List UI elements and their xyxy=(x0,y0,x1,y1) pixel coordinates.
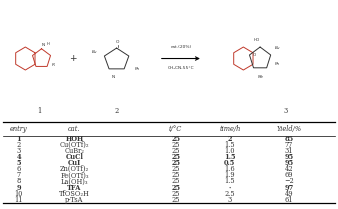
Text: HO: HO xyxy=(254,38,260,42)
Text: 25: 25 xyxy=(171,171,180,179)
Text: t/°C: t/°C xyxy=(169,125,183,133)
Text: Fe(OTf)₃: Fe(OTf)₃ xyxy=(60,171,89,179)
Text: 97: 97 xyxy=(284,184,294,191)
Text: HOH: HOH xyxy=(65,135,83,143)
Text: 7: 7 xyxy=(17,171,21,179)
Text: 85: 85 xyxy=(285,135,293,143)
Text: Cu(OTf)₂: Cu(OTf)₂ xyxy=(59,141,89,149)
Text: N: N xyxy=(41,43,45,47)
Text: Ph: Ph xyxy=(274,62,280,66)
Text: CuCl: CuCl xyxy=(66,153,83,161)
Text: 2: 2 xyxy=(115,107,119,115)
Text: R: R xyxy=(52,63,55,67)
Text: entry: entry xyxy=(10,125,27,133)
Text: cat.(20%): cat.(20%) xyxy=(170,45,191,49)
Text: 1: 1 xyxy=(16,135,21,143)
Text: ·: · xyxy=(229,184,231,191)
Text: 25: 25 xyxy=(171,190,180,198)
Text: 95: 95 xyxy=(285,159,293,167)
Text: 11: 11 xyxy=(14,196,23,204)
Text: CH₃CN,55°C: CH₃CN,55°C xyxy=(168,66,194,70)
Text: 4: 4 xyxy=(16,153,21,161)
Text: 95: 95 xyxy=(285,153,293,161)
Text: 1.0: 1.0 xyxy=(224,147,235,155)
Text: 2.5: 2.5 xyxy=(224,190,235,198)
Text: 1.5: 1.5 xyxy=(224,177,235,185)
Text: Yield/%: Yield/% xyxy=(276,125,301,133)
Text: 1.5: 1.5 xyxy=(224,141,235,149)
Text: 3: 3 xyxy=(17,147,21,155)
Text: 49: 49 xyxy=(285,190,293,198)
Text: 25: 25 xyxy=(171,165,180,173)
Text: −2: −2 xyxy=(284,177,294,185)
Text: Zn(OTf)₂: Zn(OTf)₂ xyxy=(60,165,89,173)
Text: 5: 5 xyxy=(16,159,21,167)
Text: 2: 2 xyxy=(17,141,21,149)
Text: O: O xyxy=(253,53,256,57)
Text: 2: 2 xyxy=(227,135,232,143)
Text: CuBr₂: CuBr₂ xyxy=(65,147,84,155)
Text: TFA: TFA xyxy=(67,184,81,191)
Text: 61: 61 xyxy=(285,196,293,204)
Text: Ph: Ph xyxy=(135,67,140,71)
Text: 3: 3 xyxy=(228,196,232,204)
Text: 1.5: 1.5 xyxy=(224,153,236,161)
Text: CuI: CuI xyxy=(68,159,81,167)
Text: 8: 8 xyxy=(17,177,21,185)
Text: 42: 42 xyxy=(285,165,293,173)
Text: Bu: Bu xyxy=(92,50,97,54)
Text: +: + xyxy=(69,54,76,63)
Text: 0.5: 0.5 xyxy=(224,159,236,167)
Text: cat.: cat. xyxy=(68,125,80,133)
Text: 1: 1 xyxy=(37,107,41,115)
Text: 25: 25 xyxy=(171,159,180,167)
Text: 1.6: 1.6 xyxy=(224,165,235,173)
Text: 31: 31 xyxy=(285,147,293,155)
Text: 69: 69 xyxy=(285,171,293,179)
Text: N: N xyxy=(111,75,114,79)
Text: La(OH)₃: La(OH)₃ xyxy=(61,177,88,185)
Text: 6: 6 xyxy=(17,165,21,173)
Text: O: O xyxy=(116,40,120,44)
Text: 1.9: 1.9 xyxy=(224,171,235,179)
Text: 25: 25 xyxy=(171,135,180,143)
Text: 25: 25 xyxy=(171,184,180,191)
Text: 25: 25 xyxy=(171,196,180,204)
Text: 25: 25 xyxy=(171,153,180,161)
Text: p-TsA: p-TsA xyxy=(65,196,83,204)
Text: 10: 10 xyxy=(15,190,23,198)
Text: H: H xyxy=(46,42,49,46)
Text: 9: 9 xyxy=(16,184,21,191)
Text: TfOSO₂H: TfOSO₂H xyxy=(59,190,90,198)
Text: time/h: time/h xyxy=(219,125,241,133)
Text: 25: 25 xyxy=(171,141,180,149)
Text: 77: 77 xyxy=(285,141,293,149)
Text: 25: 25 xyxy=(171,147,180,155)
Text: Me: Me xyxy=(258,75,264,79)
Text: 25: 25 xyxy=(171,177,180,185)
Text: 3: 3 xyxy=(284,107,288,115)
Text: Bu: Bu xyxy=(274,46,280,50)
